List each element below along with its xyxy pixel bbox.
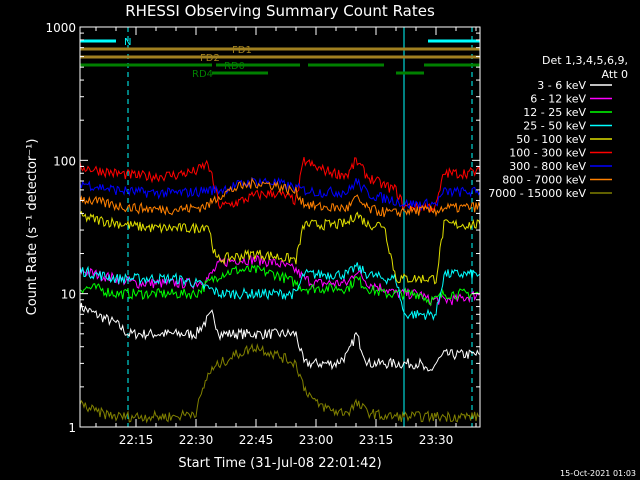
legend-label-9: 7000 - 15000 keV — [488, 187, 586, 200]
legend-label-2: 6 - 12 keV — [530, 93, 586, 106]
flag-n-label: N — [124, 37, 131, 48]
flag-fd2-label: FD2 — [200, 53, 220, 64]
chart-title: RHESSI Observing Summary Count Rates — [125, 2, 435, 20]
series-line-2 — [79, 254, 481, 307]
plot-area: N FD1 FD2 RD0 RD4 — [79, 26, 481, 428]
y-axis-label: Count Rate (s⁻¹ detector⁻¹) — [25, 139, 40, 316]
flag-rd0-label: RD0 — [224, 61, 245, 72]
y-tick-label: 10 — [61, 288, 76, 302]
series-line-5 — [79, 210, 481, 285]
legend-header-line-2: Att 0 — [602, 68, 628, 81]
series-line-9 — [79, 343, 481, 424]
legend-label-4: 25 - 50 keV — [523, 120, 586, 133]
x-tick-label: 22:30 — [179, 433, 214, 447]
x-axis-label: Start Time (31-Jul-08 22:01:42) — [178, 456, 381, 471]
series-line-1 — [79, 302, 481, 372]
x-axis: 22:15 22:30 22:45 23:00 23:15 23:30 — [95, 27, 477, 447]
series-line-3 — [79, 264, 481, 306]
plot-frame — [79, 26, 481, 428]
legend-label-8: 800 - 7000 keV — [502, 174, 586, 187]
y-tick-label: 1000 — [45, 21, 76, 35]
legend-label-3: 12 - 25 keV — [523, 106, 586, 119]
x-tick-label: 22:45 — [239, 433, 274, 447]
series-line-4 — [79, 262, 481, 322]
legend-label-5: 50 - 100 keV — [516, 133, 586, 146]
flag-rd4-label: RD4 — [192, 69, 213, 80]
legend-label-6: 100 - 300 keV — [509, 147, 586, 160]
series-line-8 — [79, 177, 481, 218]
x-tick-label: 23:30 — [419, 433, 454, 447]
legend-header-line-1: Det 1,3,4,5,6,9, — [542, 54, 628, 67]
footer-timestamp: 15-Oct-2021 01:03 — [560, 469, 636, 478]
y-axis: 1 10 100 1000 — [45, 21, 480, 435]
flag-fd1-label: FD1 — [232, 45, 252, 56]
x-tick-label: 22:15 — [119, 433, 154, 447]
series-line-7 — [79, 176, 481, 212]
x-tick-label: 23:00 — [299, 433, 334, 447]
legend-label-7: 300 - 800 keV — [509, 160, 586, 173]
legend-label-1: 3 - 6 keV — [537, 79, 586, 92]
x-tick-label: 23:15 — [359, 433, 394, 447]
y-tick-label: 1 — [68, 421, 76, 435]
y-tick-label: 100 — [53, 154, 76, 168]
